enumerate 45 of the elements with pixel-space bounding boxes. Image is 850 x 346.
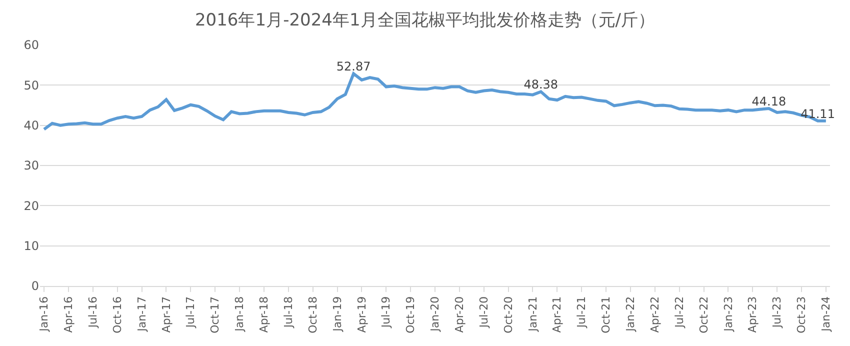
x-tick-label: Oct-22 (697, 296, 710, 334)
x-tick-label: Oct-17 (208, 296, 222, 334)
x-tick-label: Apr-17 (160, 296, 173, 333)
x-tick-label: Jan-18 (233, 296, 246, 332)
y-tick-label: 20 (24, 198, 39, 213)
data-label: 52.87 (336, 60, 371, 74)
y-tick-label: 10 (24, 239, 39, 254)
x-tick-label: Apr-23 (746, 296, 760, 333)
y-tick-label: 0 (31, 279, 39, 294)
data-label: 41.11 (800, 106, 835, 121)
data-label: 44.18 (752, 94, 786, 109)
x-tick-label: Jul-22 (672, 296, 686, 329)
x-tick-label: Jan-17 (135, 296, 148, 332)
x-tick-label: Oct-18 (306, 296, 320, 334)
y-tick-label: 60 (24, 38, 39, 52)
x-tick-label: Jan-21 (526, 296, 540, 332)
x-tick-label: Oct-19 (404, 296, 418, 334)
x-tick-label: Apr-22 (648, 296, 662, 333)
y-tick-label: 40 (24, 118, 39, 133)
x-tick-label: Oct-20 (502, 296, 515, 334)
x-tick-label: Jan-16 (38, 296, 51, 332)
x-tick-label: Apr-21 (550, 296, 564, 333)
x-tick-label: Apr-18 (258, 296, 271, 333)
x-tick-label: Oct-21 (600, 296, 613, 334)
x-tick-label: Jan-20 (428, 296, 442, 332)
x-tick-label: Jan-19 (330, 296, 344, 332)
x-tick-label: Jul-16 (86, 296, 100, 329)
x-tick-label: Jul-18 (282, 296, 295, 329)
x-tick-label: Jan-24 (820, 296, 833, 332)
y-tick-label: 50 (24, 78, 39, 92)
chart-title: 2016年1月-2024年1月全国花椒平均批发价格走势（元/斤） (194, 10, 656, 31)
x-tick-label: Jul-17 (184, 296, 198, 329)
x-tick-label: Apr-19 (355, 296, 368, 333)
x-tick-label: Oct-16 (110, 296, 124, 334)
data-label: 48.38 (524, 78, 558, 92)
x-tick-label: Apr-16 (62, 296, 76, 333)
x-tick-label: Jul-21 (575, 296, 588, 329)
x-tick-label: Jul-19 (380, 296, 393, 329)
x-tick-label: Jan-23 (722, 296, 735, 332)
x-tick-label: Jan-22 (624, 296, 638, 332)
x-tick-label: Oct-23 (795, 296, 808, 334)
x-tick-label: Jul-20 (477, 296, 490, 329)
x-tick-label: Jul-23 (770, 296, 784, 329)
x-tick-label: Apr-20 (453, 296, 466, 333)
y-tick-label: 30 (24, 158, 39, 173)
